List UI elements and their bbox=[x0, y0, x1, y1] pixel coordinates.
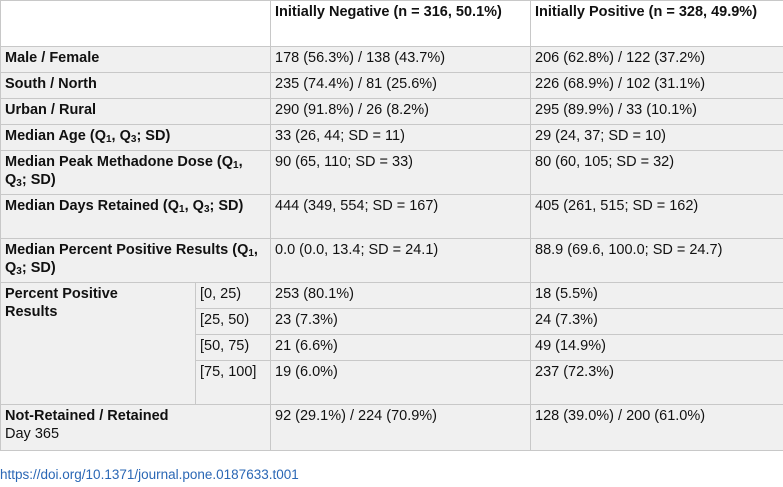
cell-urban-pos: 295 (89.9%) / 33 (10.1%) bbox=[530, 98, 783, 125]
table-row: South / North 235 (74.4%) / 81 (25.6%) 2… bbox=[0, 72, 783, 99]
table-row: Percent Positive Results [0, 25) 253 (80… bbox=[0, 282, 783, 405]
cell-pctpos-pos: 88.9 (69.6, 100.0; SD = 24.7) bbox=[530, 238, 783, 283]
cell-bin-pos: 237 (72.3%) bbox=[530, 360, 783, 405]
cell-bin-range: [75, 100] bbox=[195, 360, 271, 405]
cell-bin-neg: 19 (6.0%) bbox=[270, 360, 531, 405]
cell-dose-pos: 80 (60, 105; SD = 32) bbox=[530, 150, 783, 195]
cell-retained-neg: 92 (29.1%) / 224 (70.9%) bbox=[270, 404, 531, 451]
table-row: Median Days Retained (Q1, Q3; SD) 444 (3… bbox=[0, 194, 783, 239]
table-row: [75, 100] 19 (6.0%) 237 (72.3%) bbox=[1, 360, 783, 405]
table-row: Median Percent Positive Results (Q1, Q3;… bbox=[0, 238, 783, 283]
table-row: [25, 50) 23 (7.3%) 24 (7.3%) bbox=[1, 308, 783, 335]
cell-age-neg: 33 (26, 44; SD = 11) bbox=[270, 124, 531, 151]
cell-dose-neg: 90 (65, 110; SD = 33) bbox=[270, 150, 531, 195]
cell-region-pos: 226 (68.9%) / 102 (31.1%) bbox=[530, 72, 783, 99]
table-row: [50, 75) 21 (6.6%) 49 (14.9%) bbox=[1, 334, 783, 361]
cell-sex-pos: 206 (62.8%) / 122 (37.2%) bbox=[530, 46, 783, 73]
cell-pctpos-neg: 0.0 (0.0, 13.4; SD = 24.1) bbox=[270, 238, 531, 283]
row-label-percent-positive: Percent Positive Results bbox=[0, 282, 196, 405]
table-row: Median Peak Methadone Dose (Q1, Q3; SD) … bbox=[0, 150, 783, 195]
cell-bin-neg: 253 (80.1%) bbox=[270, 282, 531, 309]
cell-retained-pos: 128 (39.0%) / 200 (61.0%) bbox=[530, 404, 783, 451]
table-row: Urban / Rural 290 (91.8%) / 26 (8.2%) 29… bbox=[0, 98, 783, 125]
cell-bin-neg: 23 (7.3%) bbox=[270, 308, 531, 335]
table-row: Median Age (Q1, Q3; SD) 33 (26, 44; SD =… bbox=[0, 124, 783, 151]
row-label-retained: Not-Retained / Retained Day 365 bbox=[0, 404, 271, 451]
row-label-dose: Median Peak Methadone Dose (Q1, Q3; SD) bbox=[0, 150, 271, 195]
data-table: Initially Negative (n = 316, 50.1%) Init… bbox=[0, 0, 783, 451]
retained-label: Not-Retained / Retained bbox=[5, 408, 169, 424]
cell-days-neg: 444 (349, 554; SD = 167) bbox=[270, 194, 531, 239]
cell-region-neg: 235 (74.4%) / 81 (25.6%) bbox=[270, 72, 531, 99]
cell-urban-neg: 290 (91.8%) / 26 (8.2%) bbox=[270, 98, 531, 125]
header-initially-positive: Initially Positive (n = 328, 49.9%) bbox=[530, 0, 783, 47]
cell-bin-pos: 18 (5.5%) bbox=[530, 282, 783, 309]
cell-age-pos: 29 (24, 37; SD = 10) bbox=[530, 124, 783, 151]
header-empty bbox=[0, 0, 271, 47]
row-label-sex: Male / Female bbox=[0, 46, 271, 73]
doi-link[interactable]: https://doi.org/10.1371/journal.pone.018… bbox=[0, 467, 299, 482]
table-row: Male / Female 178 (56.3%) / 138 (43.7%) … bbox=[0, 46, 783, 73]
row-label-urban: Urban / Rural bbox=[0, 98, 271, 125]
cell-bin-pos: 49 (14.9%) bbox=[530, 334, 783, 361]
header-initially-negative: Initially Negative (n = 316, 50.1%) bbox=[270, 0, 531, 47]
cell-bin-range: [0, 25) bbox=[195, 282, 271, 309]
retained-sublabel: Day 365 bbox=[5, 426, 60, 442]
row-label-region: South / North bbox=[0, 72, 271, 99]
cell-bin-range: [25, 50) bbox=[195, 308, 271, 335]
cell-bin-neg: 21 (6.6%) bbox=[270, 334, 531, 361]
row-label-pctpos: Median Percent Positive Results (Q1, Q3;… bbox=[0, 238, 271, 283]
header-row: Initially Negative (n = 316, 50.1%) Init… bbox=[0, 0, 783, 47]
cell-days-pos: 405 (261, 515; SD = 162) bbox=[530, 194, 783, 239]
row-label-days: Median Days Retained (Q1, Q3; SD) bbox=[0, 194, 271, 239]
cell-bin-pos: 24 (7.3%) bbox=[530, 308, 783, 335]
cell-sex-neg: 178 (56.3%) / 138 (43.7%) bbox=[270, 46, 531, 73]
row-label-age: Median Age (Q1, Q3; SD) bbox=[0, 124, 271, 151]
cell-bin-range: [50, 75) bbox=[195, 334, 271, 361]
table-row: Not-Retained / Retained Day 365 92 (29.1%… bbox=[0, 404, 783, 451]
